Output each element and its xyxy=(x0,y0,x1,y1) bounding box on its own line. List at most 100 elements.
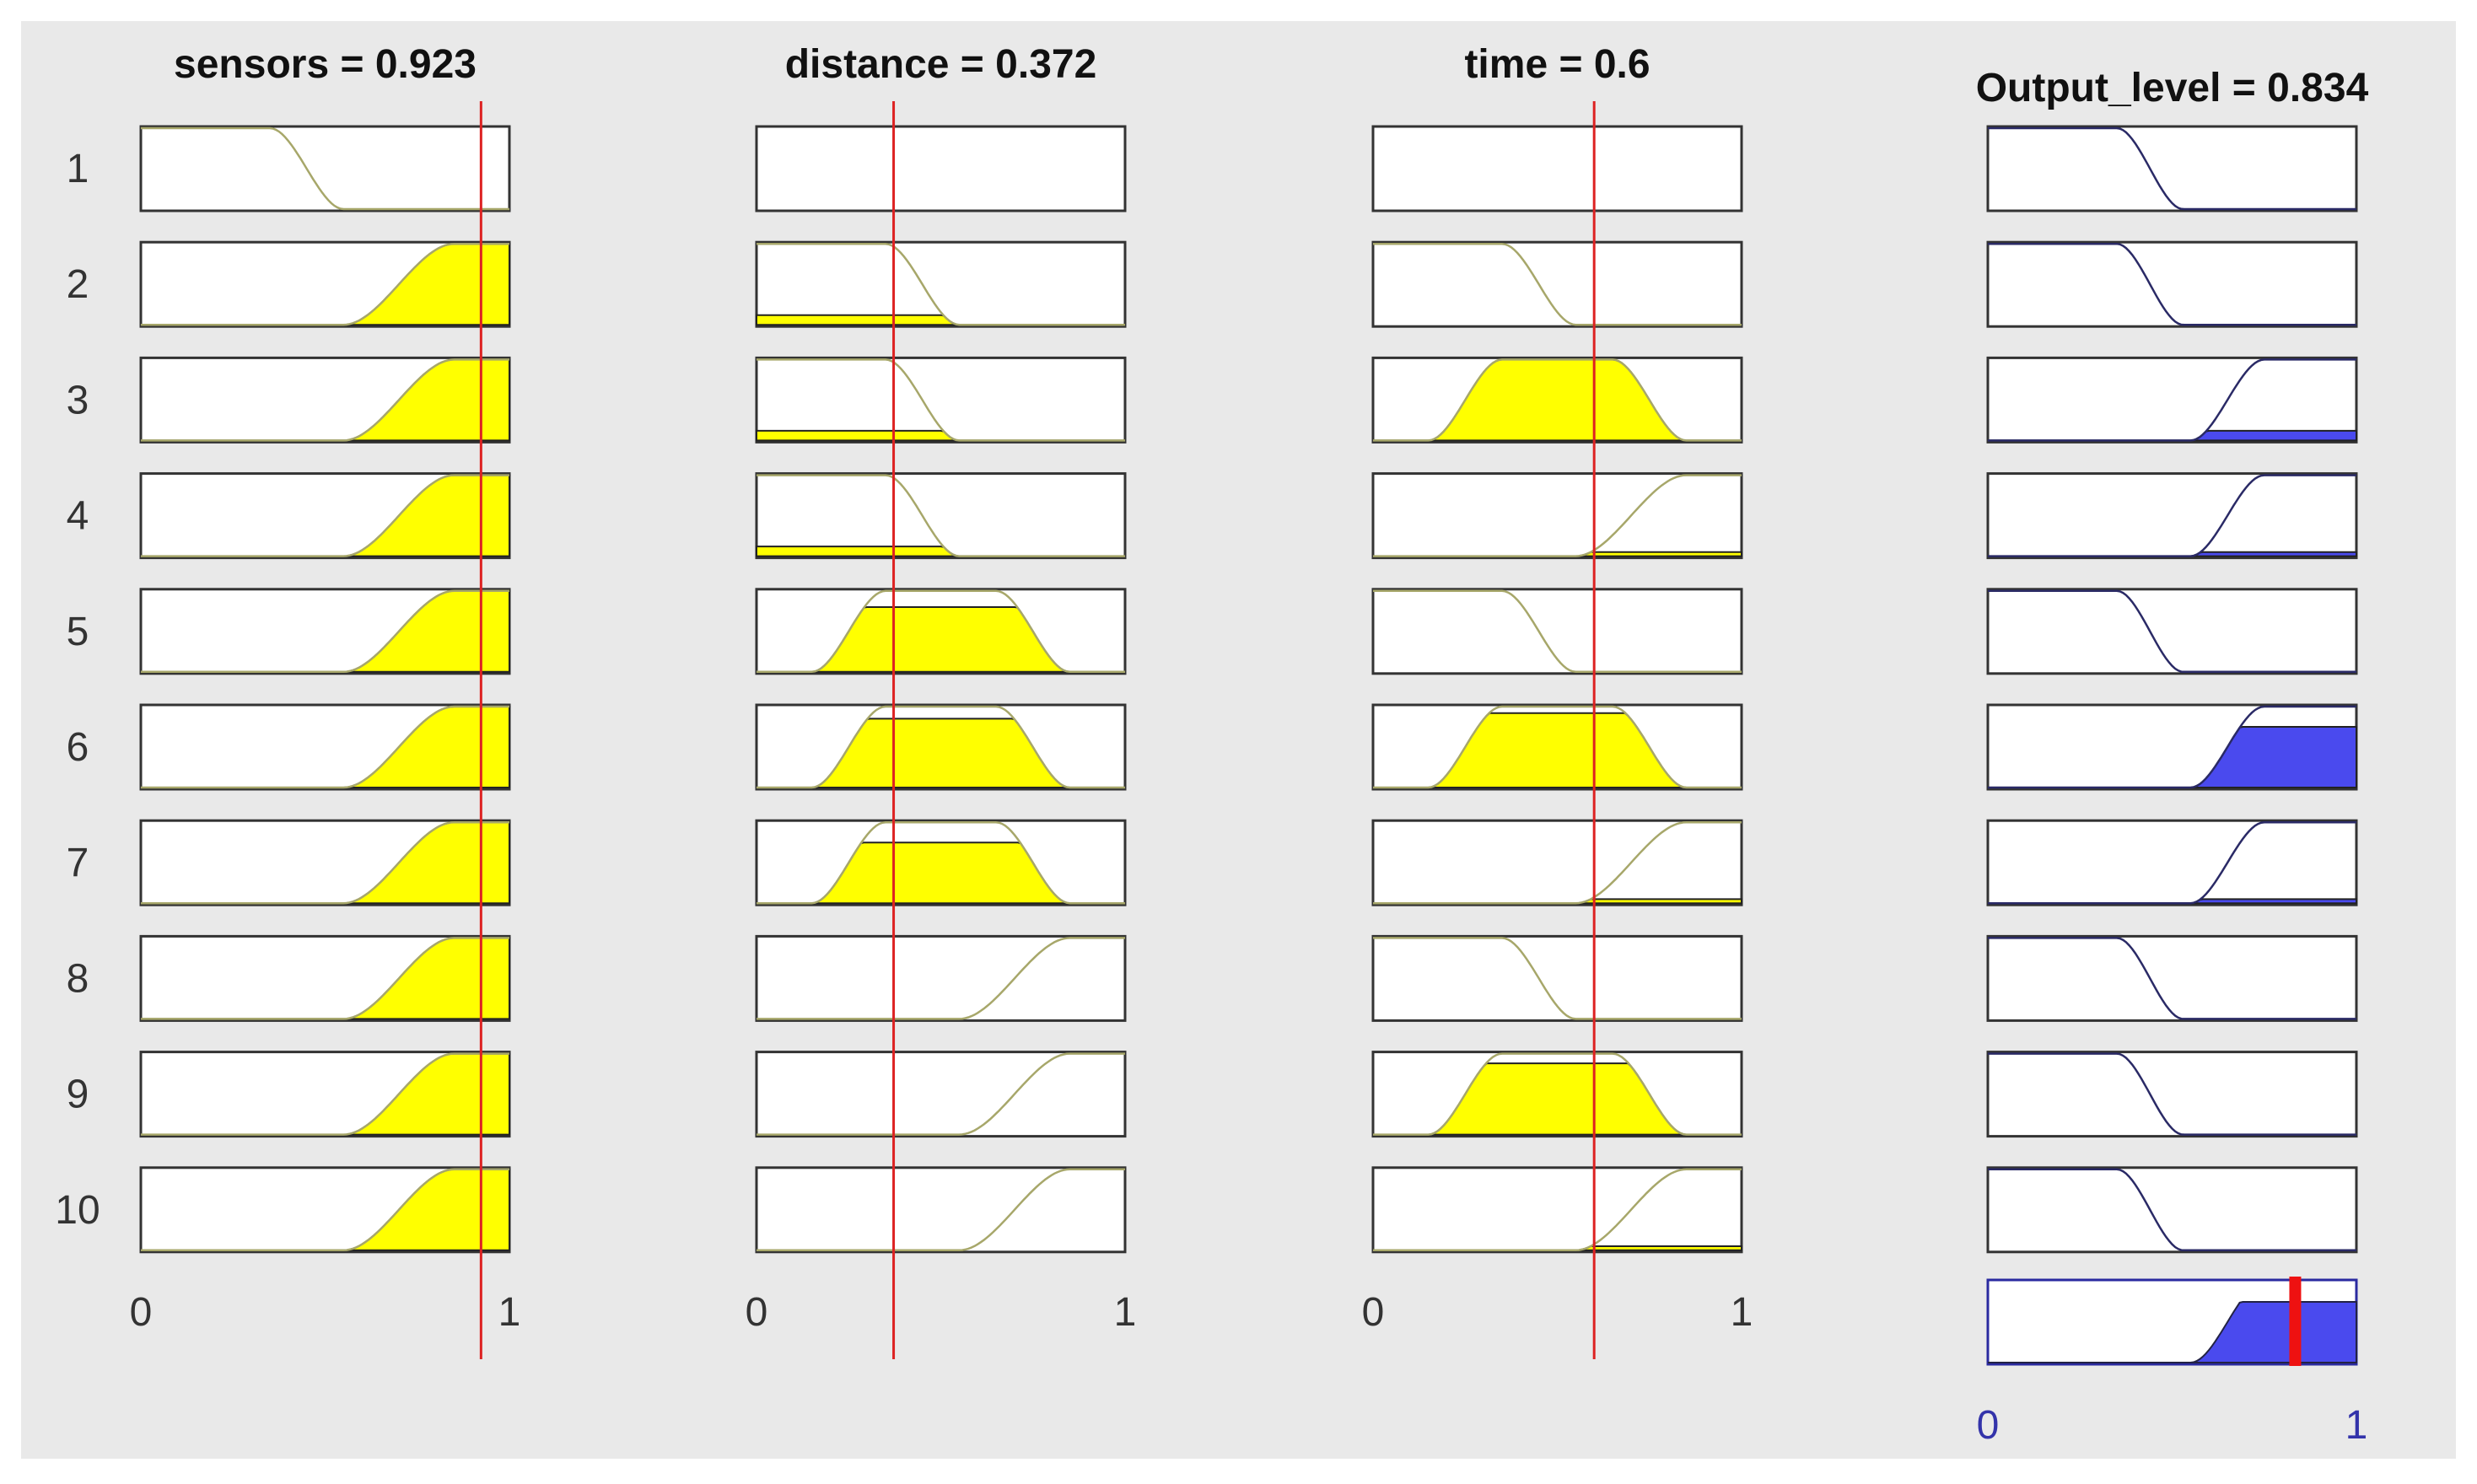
rule-cell[interactable] xyxy=(139,240,511,328)
mf-plot-box xyxy=(1371,819,1743,906)
mf-curve xyxy=(1373,589,1742,674)
mf-curve xyxy=(1373,1168,1742,1252)
rule-cell[interactable] xyxy=(1371,588,1743,675)
x-tick-label: 0 xyxy=(1362,1290,1385,1335)
rule-cell[interactable] xyxy=(1371,703,1743,791)
rule-cell[interactable] xyxy=(139,356,511,444)
rule-number: 4 xyxy=(67,494,89,539)
rule-cell[interactable] xyxy=(755,1166,1127,1254)
mf-curve xyxy=(1988,242,2356,326)
rule-cell[interactable] xyxy=(139,1166,511,1254)
rule-cell[interactable] xyxy=(1371,125,1743,212)
rule-cell[interactable] xyxy=(755,819,1127,906)
rule-cell[interactable] xyxy=(1371,240,1743,328)
rule-cell[interactable] xyxy=(755,472,1127,560)
rule-cell[interactable] xyxy=(139,472,511,560)
x-tick-label: 1 xyxy=(498,1290,521,1335)
mf-curve xyxy=(141,705,509,789)
rule-cell[interactable] xyxy=(1371,934,1743,1022)
mf-plot-box xyxy=(1986,472,2358,560)
mf-plot-box xyxy=(1371,240,1743,328)
rule-cell[interactable] xyxy=(1371,1166,1743,1254)
mf-plot-box xyxy=(755,934,1127,1022)
mf-curve xyxy=(1988,1052,2356,1136)
mf-plot-box xyxy=(1986,356,2358,444)
rule-cell[interactable] xyxy=(1986,1051,2358,1138)
mf-curve xyxy=(757,358,1125,442)
mf-plot-box xyxy=(1371,588,1743,675)
mf-curve xyxy=(1373,1052,1742,1136)
rule-number: 6 xyxy=(67,725,89,770)
variable-title: sensors = 0.923 xyxy=(174,42,477,87)
x-tick-label: 1 xyxy=(2345,1403,2368,1448)
rule-cell[interactable] xyxy=(139,588,511,675)
rule-number: 5 xyxy=(67,610,89,654)
rule-cell[interactable] xyxy=(139,1051,511,1138)
mf-curve xyxy=(141,126,509,211)
rule-cell[interactable] xyxy=(1371,472,1743,560)
rule-cell[interactable] xyxy=(1986,588,2358,675)
mf-curve xyxy=(141,937,509,1020)
rule-cell[interactable] xyxy=(755,240,1127,328)
rule-cell[interactable] xyxy=(755,125,1127,212)
variable-title: distance = 0.372 xyxy=(785,42,1097,87)
mf-curve xyxy=(757,474,1125,557)
mf-curve xyxy=(1988,820,2356,905)
mf-plot-box xyxy=(755,472,1127,560)
mf-plot-box xyxy=(755,125,1127,212)
x-tick-label: 1 xyxy=(1114,1290,1137,1335)
rule-cell[interactable] xyxy=(1986,934,2358,1022)
rule-cell[interactable] xyxy=(1986,472,2358,560)
mf-plot-box xyxy=(1986,1166,2358,1254)
mf-curve xyxy=(1988,937,2356,1020)
rule-cell[interactable] xyxy=(1986,240,2358,328)
mf-curve xyxy=(141,589,509,674)
x-tick-label: 1 xyxy=(1731,1290,1753,1335)
rule-cell[interactable] xyxy=(1371,1051,1743,1138)
mf-curve xyxy=(1373,242,1742,326)
rule-cell[interactable] xyxy=(1371,819,1743,906)
rule-cell[interactable] xyxy=(755,588,1127,675)
variable-title: Output_level = 0.834 xyxy=(1976,66,2369,110)
mf-plot-box xyxy=(1986,1051,2358,1138)
rule-cell[interactable] xyxy=(1986,703,2358,791)
rule-labels: 1 2 3 4 5 6 7 8 9 10 xyxy=(55,147,100,1233)
mf-curve xyxy=(141,820,509,905)
rule-number: 10 xyxy=(55,1188,100,1233)
rule-cell[interactable] xyxy=(755,356,1127,444)
mf-curve xyxy=(141,1168,509,1252)
rule-cell[interactable] xyxy=(1986,356,2358,444)
x-tick-label: 0 xyxy=(130,1290,153,1335)
rule-cell[interactable] xyxy=(139,125,511,212)
rule-cell[interactable] xyxy=(755,934,1127,1022)
output-column-Output_level: Output_level = 0.834 0 1 xyxy=(1976,66,2369,1448)
rule-cell[interactable] xyxy=(1986,819,2358,906)
rule-cell[interactable] xyxy=(755,1051,1127,1138)
mf-curve xyxy=(1988,705,2356,789)
mf-plot-box xyxy=(1371,125,1743,212)
mf-plot-box xyxy=(1371,472,1743,560)
mf-plot-box xyxy=(1986,588,2358,675)
rule-number: 7 xyxy=(67,841,89,885)
mf-curve xyxy=(1988,474,2356,557)
rule-cell[interactable] xyxy=(139,703,511,791)
mf-curve xyxy=(1988,126,2356,211)
mf-curve xyxy=(757,242,1125,326)
mf-curve xyxy=(141,1052,509,1136)
mf-curve xyxy=(141,358,509,442)
mf-curve xyxy=(757,937,1125,1020)
mf-plot-box xyxy=(1986,934,2358,1022)
rule-cell[interactable] xyxy=(1986,1166,2358,1254)
mf-curve xyxy=(1988,358,2356,442)
rule-cell[interactable] xyxy=(139,934,511,1022)
mf-curve xyxy=(141,242,509,326)
mf-plot-box xyxy=(1371,1166,1743,1254)
rule-cell[interactable] xyxy=(755,703,1127,791)
rule-cell[interactable] xyxy=(139,819,511,906)
rule-cell[interactable] xyxy=(1371,356,1743,444)
rule-cell[interactable] xyxy=(1986,125,2358,212)
mf-plot-box xyxy=(755,356,1127,444)
input-column-time: time = 0.6 0 1 xyxy=(1362,42,1753,1359)
